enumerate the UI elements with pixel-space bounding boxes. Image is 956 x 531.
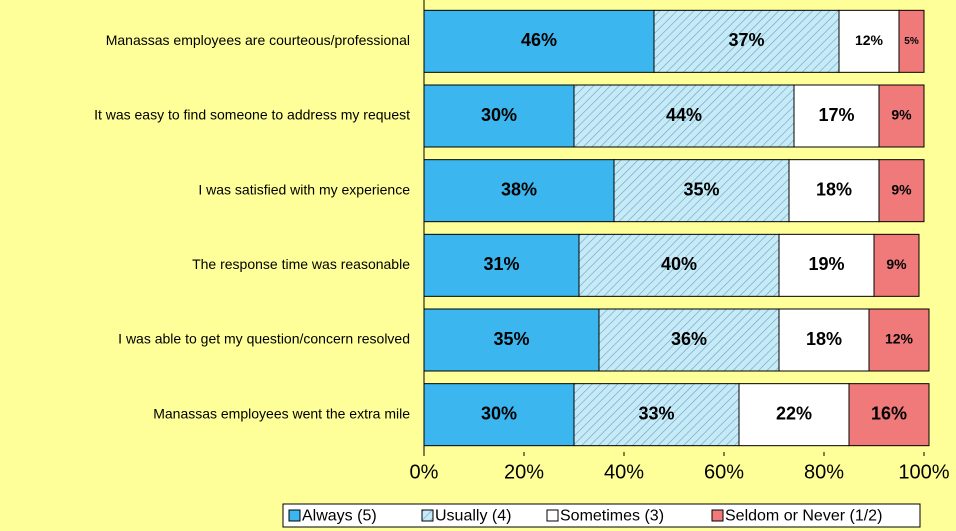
value-label: 9% [891,181,912,197]
value-label: 37% [728,30,764,50]
value-label: 30% [481,403,517,423]
bar-segment [598,308,780,372]
value-label: 44% [666,105,702,125]
bar-segment [793,84,880,148]
value-label: 5% [904,36,919,47]
bar-segment [848,383,930,447]
value-label: 33% [638,403,674,423]
legend-label: Always (5) [302,508,377,525]
value-label: 36% [671,329,707,349]
value-label: 46% [521,30,557,50]
value-label: 18% [816,179,852,199]
bar-segment [873,233,920,297]
value-label: 12% [855,32,884,48]
x-tick-label: 80% [804,461,844,483]
value-label: 38% [501,179,537,199]
value-label: 40% [661,254,697,274]
category-label: The response time was reasonable [192,256,410,272]
legend-box [282,503,921,528]
bar-segment [613,159,790,223]
value-label: 19% [808,254,844,274]
x-tick-label: 0% [410,461,439,483]
x-tick-label: 60% [704,461,744,483]
bar-segment [423,308,600,372]
x-tick-label: 40% [604,461,644,483]
x-tick-label: 20% [504,461,544,483]
category-label: Manassas employees went the extra mile [153,405,410,421]
value-label: 9% [891,107,912,123]
bar-segment [423,233,580,297]
category-label: I was able to get my question/concern re… [118,331,410,347]
value-label: 22% [776,403,812,423]
value-label: 31% [483,254,519,274]
value-label: 18% [806,329,842,349]
legend-label: Sometimes (3) [560,508,664,525]
bar-segment [423,84,575,148]
bar-segment [653,9,840,73]
bar-segment [868,308,930,372]
value-label: 16% [871,403,907,423]
legend-swatch [711,509,724,522]
legend-label: Seldom or Never (1/2) [725,508,882,525]
legend-swatch [288,509,301,522]
value-label: 35% [683,179,719,199]
bar-segment [573,383,740,447]
x-tick-label: 100% [898,461,949,483]
category-label: It was easy to find someone to address m… [94,107,410,123]
bar-segment [898,9,925,73]
value-label: 12% [885,331,914,347]
value-label: 17% [818,105,854,125]
legend-label: Usually (4) [435,508,511,525]
bar-segment [573,84,795,148]
bar-segment [788,159,880,223]
bar-segment [778,308,870,372]
category-label: Manassas employees are courteous/profess… [106,32,410,48]
legend-swatch [546,509,559,522]
value-label: 30% [481,105,517,125]
bar-segment [878,84,925,148]
category-label: I was satisfied with my experience [198,181,410,197]
bar-segment [578,233,780,297]
bar-segment [738,383,850,447]
bar-segment [878,159,925,223]
legend-swatch [421,509,434,522]
value-label: 9% [886,256,907,272]
value-label: 35% [493,329,529,349]
bar-segment [838,9,900,73]
bar-segment [423,159,615,223]
bar-segment [423,383,575,447]
bar-segment [778,233,875,297]
